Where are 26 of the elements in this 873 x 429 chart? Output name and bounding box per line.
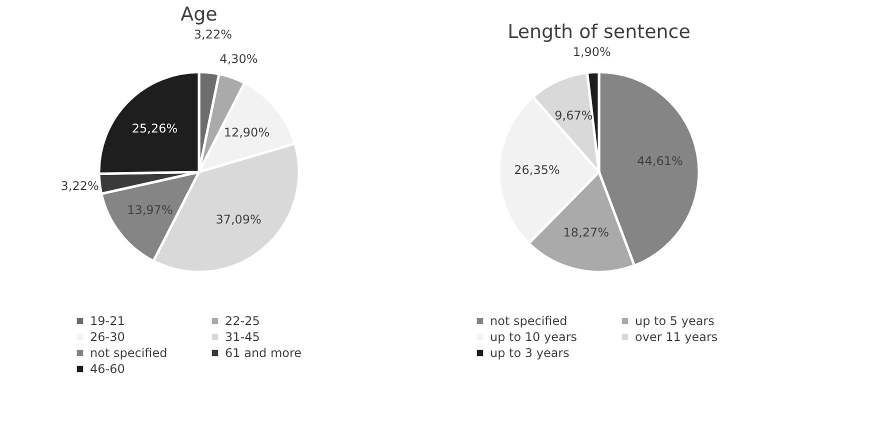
legend-label: 61 and more <box>225 346 302 360</box>
data-label: 26,35% <box>514 163 560 178</box>
data-label: 12,90% <box>224 125 270 140</box>
legend-label: up to 10 years <box>490 330 578 344</box>
legend-label: not specified <box>90 346 168 360</box>
legend-label: up to 5 years <box>635 314 714 328</box>
data-label: 25,26% <box>132 122 178 136</box>
data-label: 3,22% <box>194 28 232 42</box>
data-label: 44,61% <box>637 154 683 168</box>
data-label: 18,27% <box>563 226 610 240</box>
legend-label: over 11 years <box>635 330 718 344</box>
data-label: 9,67% <box>554 108 593 122</box>
data-label: 3,22% <box>60 179 99 194</box>
chart-title: Age <box>180 4 218 26</box>
data-label: 4,30% <box>220 52 258 66</box>
legend-label: 19-21 <box>90 314 125 328</box>
legend-label: 22-25 <box>225 314 260 328</box>
legend-label: 26-30 <box>90 330 125 344</box>
legend-label: 46-60 <box>90 362 125 376</box>
data-label: 1,90% <box>572 45 611 60</box>
legend-label: 31-45 <box>225 330 260 344</box>
data-label: 37,09% <box>216 212 262 227</box>
legend-label: up to 3 years <box>490 346 570 360</box>
chart-title: Length of sentence <box>508 21 690 44</box>
data-label: 13,97% <box>127 202 173 217</box>
legend-label: not specified <box>490 314 568 328</box>
